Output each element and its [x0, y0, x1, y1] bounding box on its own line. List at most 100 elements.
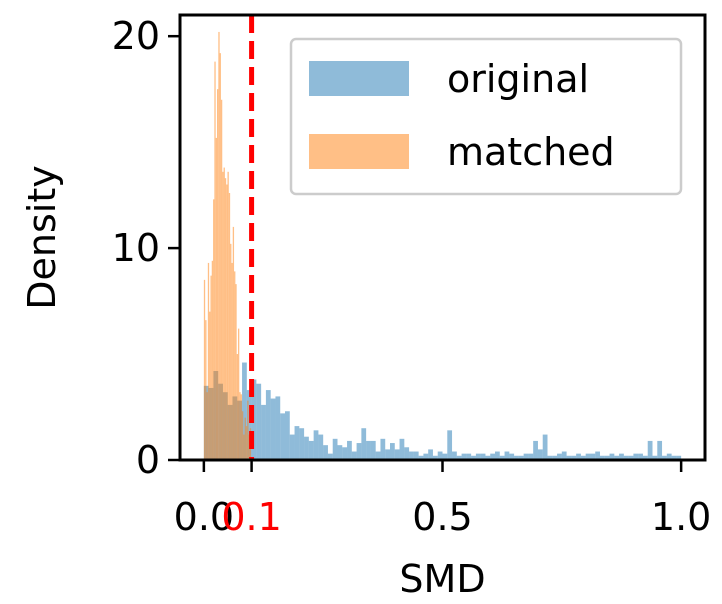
matched-bar	[214, 61, 216, 460]
original-bar	[609, 453, 615, 460]
original-bar	[580, 455, 586, 460]
original-bar	[523, 453, 529, 460]
matched-bar	[206, 392, 208, 460]
original-bar	[642, 455, 648, 460]
matched-bar	[216, 89, 219, 461]
matched-bar	[205, 320, 207, 460]
original-bar	[509, 453, 515, 460]
original-bar	[657, 440, 663, 460]
legend-label-original: original	[447, 57, 589, 101]
original-bar	[285, 411, 290, 460]
original-bar	[666, 453, 672, 460]
original-bar	[557, 453, 562, 460]
matched-bar	[203, 279, 206, 460]
matched-bar	[219, 53, 221, 461]
original-bar	[533, 440, 538, 460]
original-bar	[671, 455, 677, 460]
matched-bar	[245, 426, 248, 460]
original-bar	[318, 434, 324, 460]
matched-bar	[215, 137, 218, 460]
original-bar	[356, 443, 362, 460]
matched-bars	[203, 31, 252, 461]
matched-bar	[240, 394, 242, 460]
original-bar	[299, 428, 305, 460]
original-bar	[633, 453, 639, 460]
x-tick-label: 0.5	[412, 495, 472, 539]
matched-bar	[244, 417, 246, 460]
original-bar	[256, 383, 262, 460]
original-bar	[466, 453, 472, 460]
original-bar	[647, 440, 653, 460]
original-bar	[600, 455, 605, 460]
matched-bar	[232, 226, 235, 460]
original-bars	[203, 362, 682, 460]
original-bar	[366, 440, 371, 460]
original-bar	[490, 453, 495, 460]
original-bar	[375, 451, 381, 460]
original-bar	[313, 430, 319, 460]
original-bar	[418, 455, 424, 460]
x-tick-label: 0.0	[174, 495, 234, 539]
original-bar	[528, 453, 534, 460]
x-axis-label: SMD	[399, 557, 485, 601]
original-bar	[327, 453, 333, 460]
matched-bar	[235, 284, 237, 460]
y-axis-ticks: 0 10 20	[112, 14, 180, 482]
original-bar	[471, 455, 476, 460]
original-bar	[552, 455, 558, 460]
x-axis-ticks: 0.00.1 0.5 1.0	[174, 460, 711, 539]
matched-bar	[227, 171, 229, 461]
original-bar	[246, 390, 252, 460]
original-bar	[428, 449, 433, 460]
matched-bar	[234, 271, 236, 460]
original-bar	[585, 453, 591, 460]
original-bar	[604, 455, 610, 460]
original-bar	[380, 438, 386, 460]
matched-bar	[222, 171, 224, 461]
matched-bar	[241, 411, 244, 460]
y-tick-label: 0	[136, 438, 160, 482]
original-bar	[518, 455, 524, 460]
original-bar	[370, 440, 376, 460]
original-bar	[265, 390, 271, 460]
legend: original matched	[289, 37, 683, 196]
original-bar	[452, 451, 457, 460]
matched-bar	[210, 275, 212, 460]
original-bar	[561, 451, 567, 460]
original-bar	[537, 449, 543, 460]
legend-swatch-matched	[309, 134, 409, 169]
x-tick-label: 0.1	[221, 495, 281, 539]
original-bar	[289, 434, 295, 460]
original-bar	[514, 455, 519, 460]
original-bar	[385, 449, 390, 460]
original-bar	[499, 455, 505, 460]
original-bar	[432, 455, 438, 460]
matched-bar	[237, 328, 240, 460]
original-bar	[461, 453, 467, 460]
original-bar	[294, 426, 300, 460]
original-bar	[590, 453, 596, 460]
original-bar	[261, 404, 266, 460]
original-bar	[308, 440, 314, 460]
legend-swatch-original	[309, 61, 409, 96]
original-bar	[504, 451, 510, 460]
original-bar	[495, 451, 500, 460]
original-bar	[619, 453, 624, 460]
original-bar	[413, 451, 419, 460]
original-bar	[485, 455, 491, 460]
original-bar	[638, 453, 643, 460]
original-bar	[394, 449, 400, 460]
original-bar	[399, 438, 405, 460]
original-bar	[676, 455, 682, 460]
original-bar	[347, 440, 352, 460]
x-tick-label: 1.0	[651, 495, 711, 539]
matched-bar	[236, 354, 239, 460]
original-bar	[270, 398, 276, 460]
original-bar	[480, 453, 486, 460]
original-bar	[652, 455, 658, 460]
original-bar	[662, 455, 667, 460]
original-bar	[337, 445, 343, 460]
matched-bar	[209, 311, 211, 460]
original-bar	[442, 453, 448, 460]
original-bar	[361, 428, 367, 460]
